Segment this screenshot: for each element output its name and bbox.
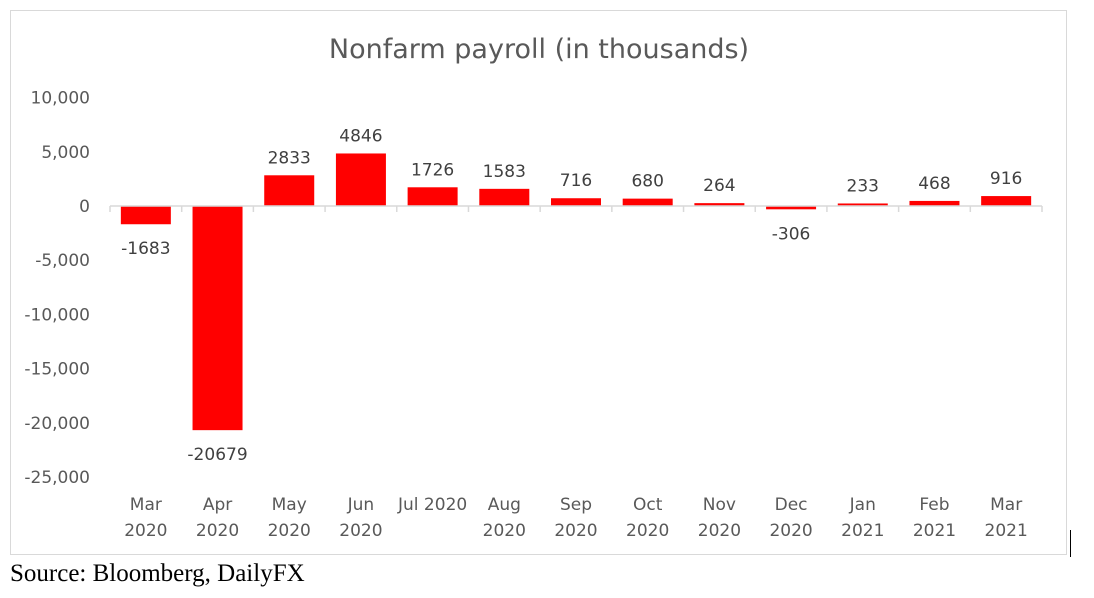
x-tick-label: 2020 [124,521,167,541]
x-tick-label: 2020 [554,521,597,541]
y-tick-label: -20,000 [24,414,90,434]
bar [694,203,745,206]
y-tick-label: -10,000 [24,305,90,325]
data-label: -1683 [121,239,170,259]
chart-frame [10,10,1067,555]
data-label: 916 [990,169,1022,189]
bar [192,206,243,431]
y-tick-label: 5,000 [41,143,90,163]
x-tick-label: 2020 [483,521,526,541]
data-label: 2833 [268,148,311,168]
x-tick-label: Sep [560,495,592,515]
x-tick-label: Dec [775,495,808,515]
x-tick-label: 2020 [196,521,239,541]
source-note: Source: Bloomberg, DailyFX [10,560,305,587]
x-tick-label: Jul 2020 [397,495,467,515]
x-tick-label: 2020 [769,521,812,541]
x-tick-label: 2021 [985,521,1028,541]
x-tick-label: Jun [347,495,375,515]
x-tick-label: May [272,495,307,515]
x-tick-label: Aug [488,495,521,515]
bar [622,198,673,206]
x-tick-label: Apr [203,495,232,515]
bar [837,203,888,206]
x-tick-label: Mar [130,495,162,515]
data-label: 264 [703,176,735,196]
y-tick-label: 10,000 [31,89,90,109]
bar [120,206,171,225]
x-tick-label: 2021 [841,521,884,541]
x-tick-label: 2021 [913,521,956,541]
bar [551,198,601,206]
data-label: 1583 [483,162,526,182]
data-label: 680 [631,172,663,192]
data-label: 716 [560,171,592,191]
bar [909,200,960,206]
bar [335,153,386,206]
bar [264,175,315,206]
x-tick-label: Oct [633,495,663,515]
x-tick-label: Jan [849,495,876,515]
data-label: 468 [918,174,950,194]
chart-title: Nonfarm payroll (in thousands) [329,34,749,65]
x-tick-label: 2020 [268,521,311,541]
data-label: -306 [772,224,811,244]
y-tick-label: -25,000 [24,468,90,488]
x-tick-label: Nov [703,495,736,515]
x-tick-label: 2020 [698,521,741,541]
data-label: -20679 [187,445,247,465]
data-label: 1726 [411,160,454,180]
data-label: 4846 [339,126,382,146]
bar [766,206,817,210]
bar [407,187,458,206]
text-cursor [1070,530,1071,557]
x-tick-label: Mar [990,495,1022,515]
bar [981,196,1032,206]
x-tick-label: 2020 [626,521,669,541]
x-tick-label: 2020 [339,521,382,541]
x-tick-label: Feb [919,495,949,515]
y-tick-label: 0 [79,197,90,217]
bar [479,188,530,206]
y-tick-label: -15,000 [24,360,90,380]
y-tick-label: -5,000 [35,251,90,271]
data-label: 233 [847,176,879,196]
